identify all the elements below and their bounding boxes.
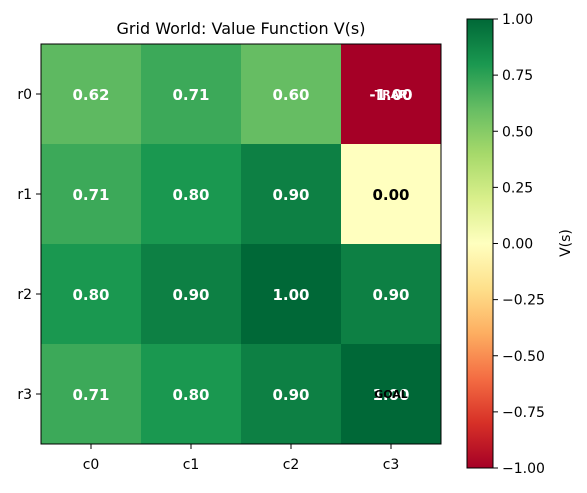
heatmap-cell xyxy=(141,244,242,345)
cell-value-label: 0.80 xyxy=(72,286,109,304)
colorbar-tick-label: −1.00 xyxy=(502,461,545,477)
cell-value-label: 1.00 xyxy=(372,386,409,404)
heatmap-cell xyxy=(241,244,342,345)
column-tick-label: c1 xyxy=(183,457,200,473)
column-tick-label: c3 xyxy=(383,457,400,473)
plot-frame xyxy=(40,43,442,445)
row-tick-label: r0 xyxy=(17,87,32,103)
heatmap-cell xyxy=(241,44,342,145)
row-axis: r0 r1 r2 r3 xyxy=(17,87,41,403)
colorbar-tick-label: 0.00 xyxy=(502,237,533,253)
cell-value-label: 0.00 xyxy=(372,186,409,204)
column-tick-label: c0 xyxy=(83,457,100,473)
heatmap-cell xyxy=(341,344,442,445)
cell-value-label: 0.90 xyxy=(272,186,309,204)
colorbar-tick-label: −0.75 xyxy=(502,405,545,421)
colorbar-tick-label: −0.50 xyxy=(502,349,545,365)
cell-overlay-label: TRAP xyxy=(375,88,408,101)
column-axis: c0 c1 c2 c3 xyxy=(83,444,400,473)
row-tick-label: r2 xyxy=(17,287,32,303)
column-tick-label: c2 xyxy=(283,457,300,473)
cell-value-label: 0.90 xyxy=(272,386,309,404)
cell-value-label: 0.71 xyxy=(72,386,109,404)
heatmap-cell xyxy=(341,144,442,245)
heatmap-cell xyxy=(141,144,242,245)
heatmap-cell xyxy=(41,344,142,445)
cell-value-label: -1.00 xyxy=(369,86,412,104)
heatmap-cell xyxy=(41,144,142,245)
heatmap-cells xyxy=(41,44,442,445)
cell-value-label: 1.00 xyxy=(272,286,309,304)
colorbar-tick-label: −0.25 xyxy=(502,293,545,309)
colorbar-tick-label: 0.75 xyxy=(502,68,533,84)
heatmap-cell xyxy=(141,44,242,145)
heatmap-cell xyxy=(341,44,442,145)
cell-value-label: 0.71 xyxy=(72,186,109,204)
heatmap-cell xyxy=(241,144,342,245)
heatmap-cell xyxy=(141,344,242,445)
heatmap-cell xyxy=(41,244,142,345)
cell-value-label: 0.90 xyxy=(372,286,409,304)
cell-value-label: 0.80 xyxy=(172,186,209,204)
heatmap-cell-labels: 0.62 0.71 0.60 -1.00 0.71 0.80 0.90 0.00 0.80 0.9… xyxy=(72,86,412,404)
colorbar xyxy=(466,18,494,469)
heatmap-cell xyxy=(41,44,142,145)
chart-title: Grid World: Value Function V(s) xyxy=(117,19,366,38)
cell-value-label: 0.71 xyxy=(172,86,209,104)
row-tick-label: r1 xyxy=(17,187,32,203)
heatmap-cell xyxy=(241,344,342,445)
colorbar-label: V(s) xyxy=(558,229,574,257)
cell-value-label: 0.90 xyxy=(172,286,209,304)
cell-value-label: 0.62 xyxy=(72,86,109,104)
colorbar-tick-label: 0.25 xyxy=(502,180,533,196)
row-tick-label: r3 xyxy=(17,387,32,403)
heatmap-cell xyxy=(341,244,442,345)
cell-value-label: 0.60 xyxy=(272,86,309,104)
colorbar-axis: 1.00 0.75 0.50 0.25 0.00 −0.25 −0.50 −0.75 −1.00 xyxy=(493,12,545,477)
colorbar-tick-label: 1.00 xyxy=(502,12,533,28)
colorbar-tick-label: 0.50 xyxy=(502,124,533,140)
cell-value-label: 0.80 xyxy=(172,386,209,404)
cell-overlay-label: GOAL xyxy=(374,388,408,401)
